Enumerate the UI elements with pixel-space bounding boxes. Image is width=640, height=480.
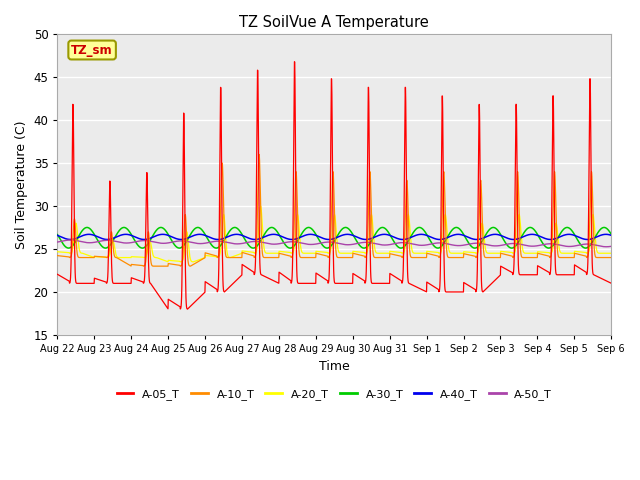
Text: TZ_sm: TZ_sm bbox=[71, 44, 113, 57]
Title: TZ SoilVue A Temperature: TZ SoilVue A Temperature bbox=[239, 15, 429, 30]
Legend: A-05_T, A-10_T, A-20_T, A-30_T, A-40_T, A-50_T: A-05_T, A-10_T, A-20_T, A-30_T, A-40_T, … bbox=[112, 385, 557, 405]
Y-axis label: Soil Temperature (C): Soil Temperature (C) bbox=[15, 120, 28, 249]
X-axis label: Time: Time bbox=[319, 360, 349, 372]
